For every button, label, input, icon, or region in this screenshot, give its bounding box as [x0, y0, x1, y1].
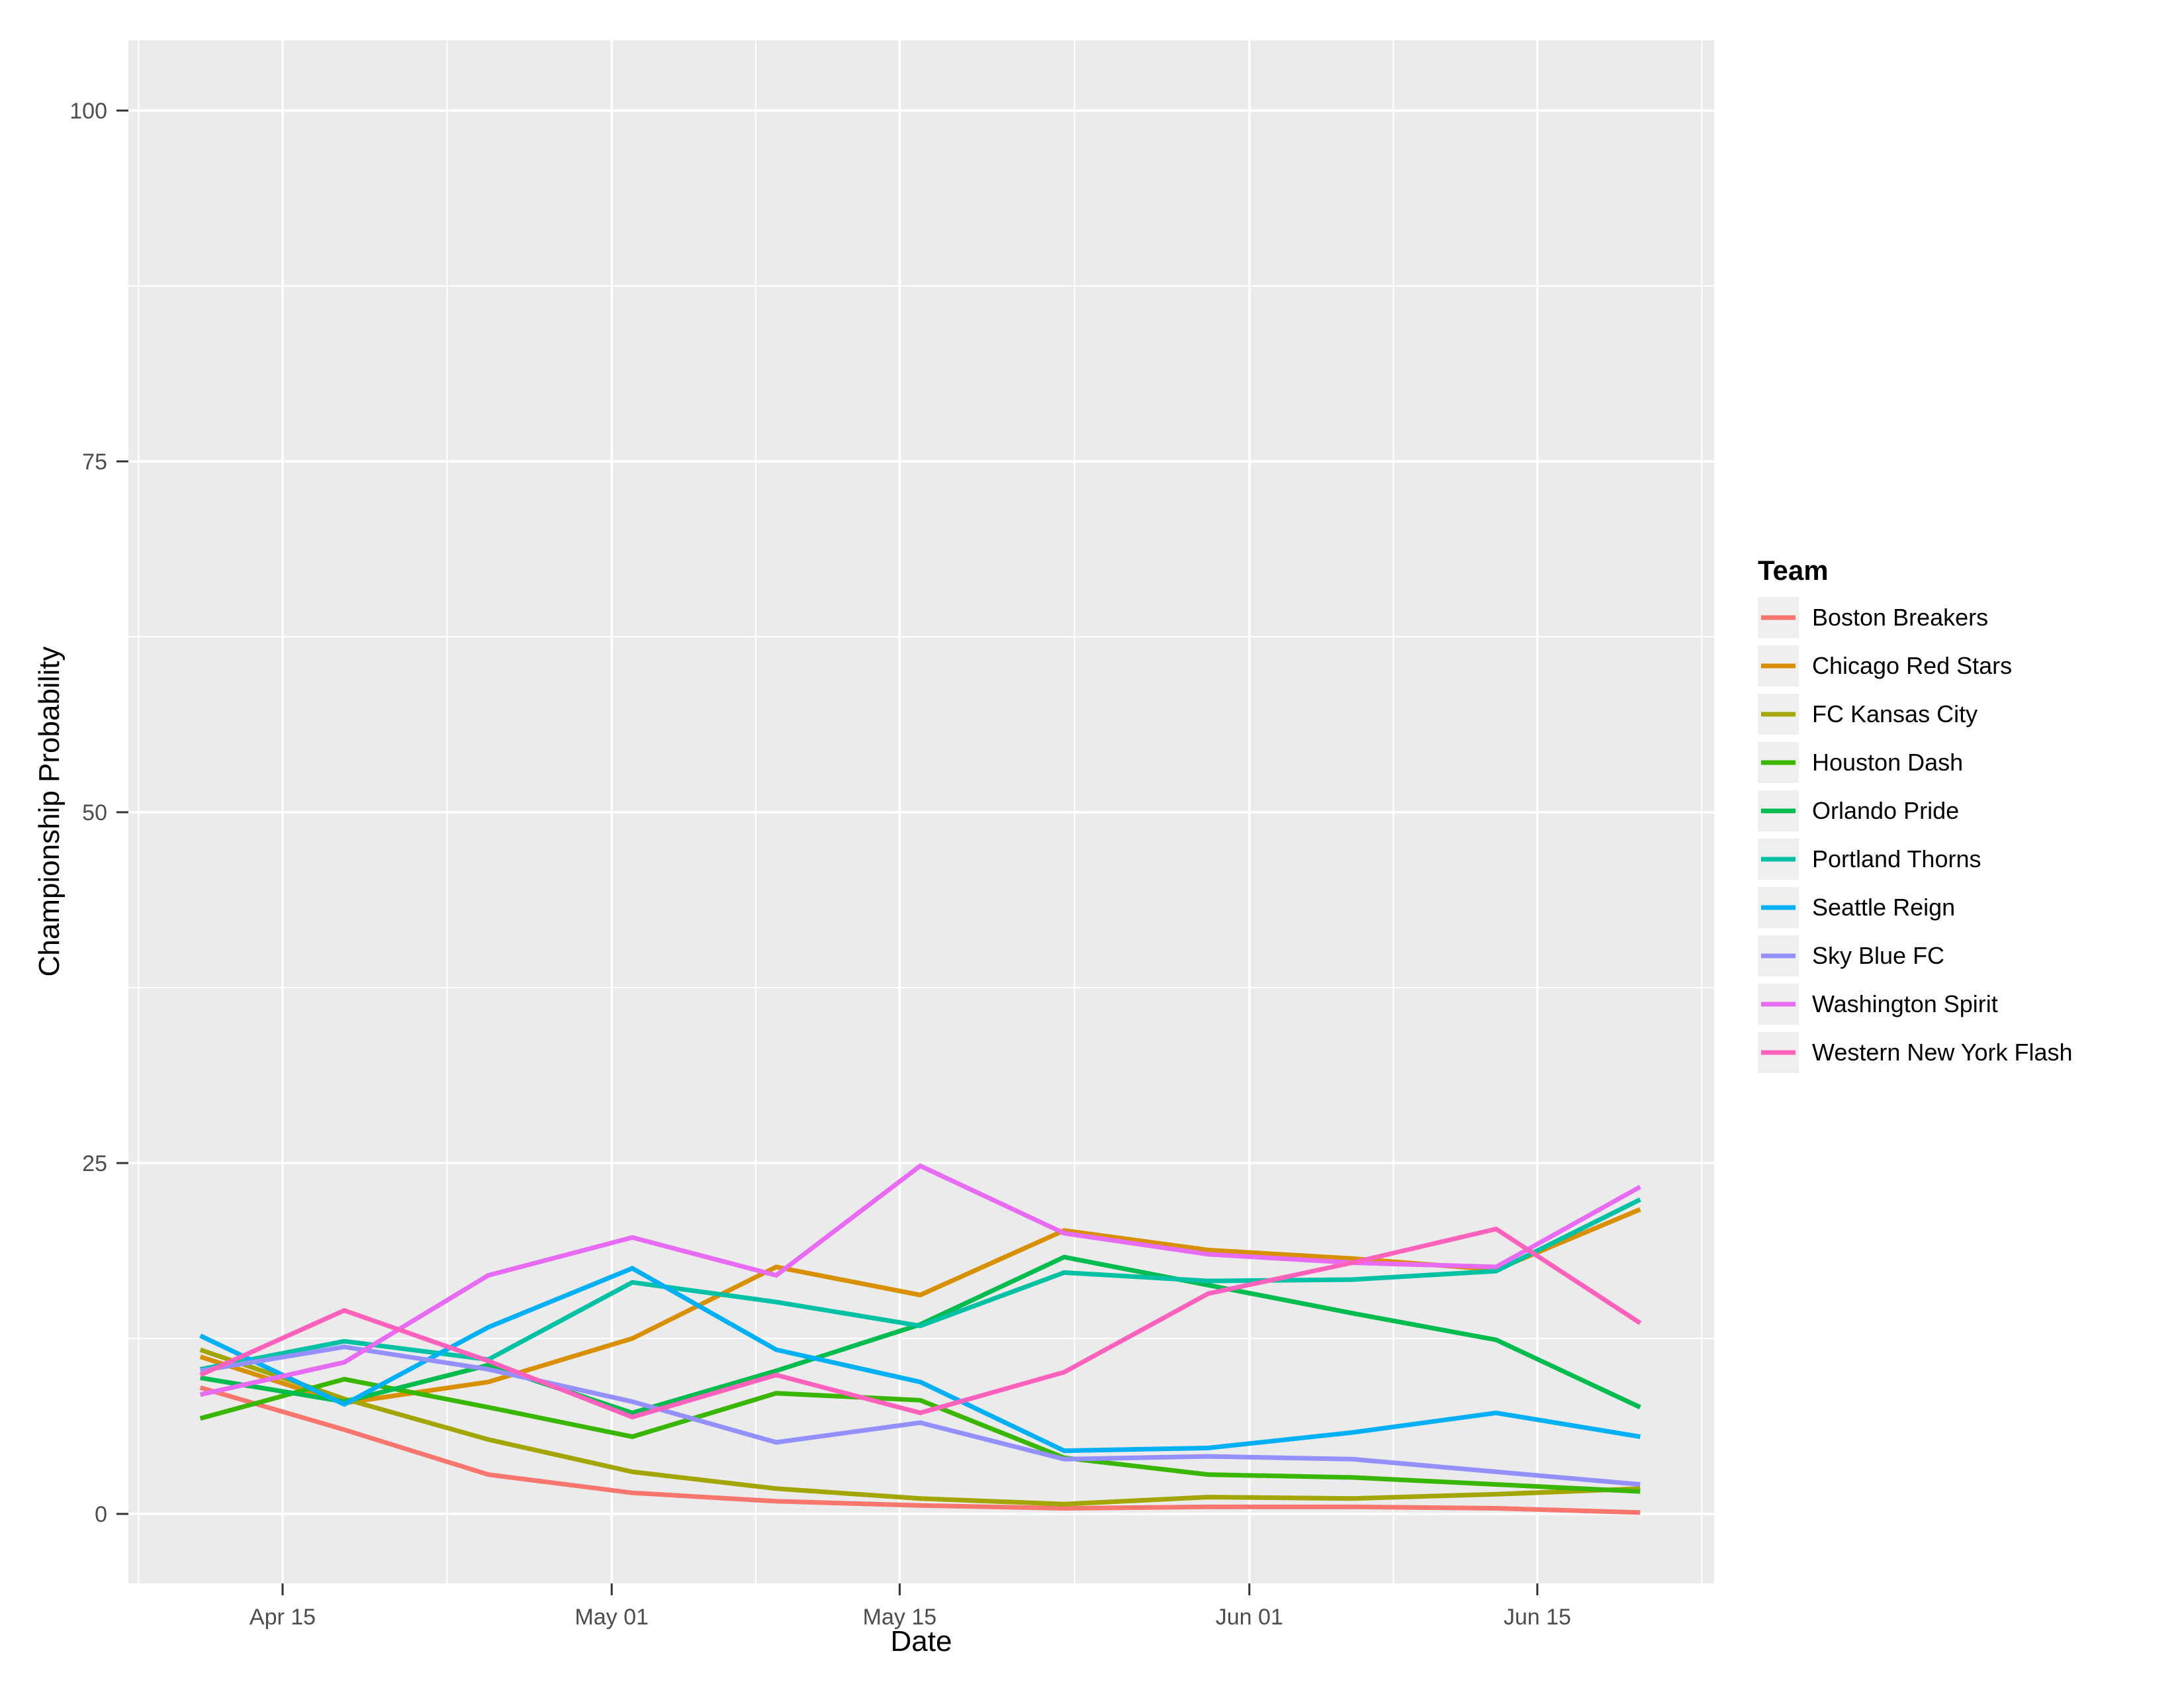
- legend-key-swatch: [1758, 1032, 1799, 1073]
- legend-item: Seattle Reign: [1758, 887, 2073, 928]
- legend-item: Sky Blue FC: [1758, 935, 2073, 976]
- legend-key-line: [1761, 1002, 1796, 1007]
- legend-label: Western New York Flash: [1812, 1039, 2073, 1066]
- x-tick-label: Apr 15: [250, 1605, 316, 1630]
- legend-key-swatch: [1758, 984, 1799, 1025]
- series-line-houston-dash: [199, 1376, 1641, 1494]
- legend-key-swatch: [1758, 645, 1799, 686]
- legend-items: Boston Breakers Chicago Red Stars FC Kansa…: [1758, 597, 2073, 1073]
- legend-label: Seattle Reign: [1812, 894, 1956, 921]
- legend-key-swatch: [1758, 790, 1799, 831]
- y-tick-label: 25: [82, 1151, 107, 1176]
- legend-item: Portland Thorns: [1758, 839, 2073, 880]
- y-tick-label: 50: [82, 800, 107, 825]
- legend-key-swatch: [1758, 839, 1799, 880]
- legend-key-swatch: [1758, 597, 1799, 638]
- legend-label: Chicago Red Stars: [1812, 652, 2013, 679]
- legend-item: Western New York Flash: [1758, 1032, 2073, 1073]
- series-line-fc-kansas-city: [199, 1347, 1641, 1507]
- legend-key-line: [1761, 808, 1796, 814]
- legend-label: Boston Breakers: [1812, 604, 1989, 631]
- legend-key-swatch: [1758, 887, 1799, 928]
- legend-key-swatch: [1758, 694, 1799, 735]
- x-tick-label: May 01: [575, 1605, 649, 1630]
- legend-item: Houston Dash: [1758, 742, 2073, 783]
- x-tick-label: May 15: [863, 1605, 937, 1630]
- y-tick-label: 75: [82, 449, 107, 475]
- legend-key-line: [1761, 953, 1796, 959]
- legend-item: Washington Spirit: [1758, 984, 2073, 1025]
- legend-key-line: [1761, 663, 1796, 669]
- legend-key-line: [1761, 712, 1796, 717]
- legend-key-swatch: [1758, 742, 1799, 783]
- legend-label: Washington Spirit: [1812, 990, 1998, 1017]
- legend: Team Boston Breakers Chicago Red Stars FC …: [1758, 555, 2073, 1080]
- series-line-sky-blue-fc: [200, 1344, 1641, 1487]
- series-line-seattle-reign: [199, 1266, 1641, 1454]
- series-line-washington-spirit: [199, 1163, 1641, 1397]
- legend-label: Portland Thorns: [1812, 845, 1981, 872]
- y-axis-title: Championship Probability: [33, 646, 66, 977]
- legend-item: Orlando Pride: [1758, 790, 2073, 831]
- legend-label: Houston Dash: [1812, 749, 1964, 776]
- legend-label: FC Kansas City: [1812, 700, 1978, 727]
- legend-title: Team: [1758, 555, 1829, 586]
- x-axis-title: Date: [890, 1625, 952, 1658]
- x-tick-label: Jun 01: [1216, 1605, 1283, 1630]
- y-tick-label: 100: [69, 99, 107, 124]
- legend-key-line: [1761, 905, 1796, 910]
- legend-key-swatch: [1758, 935, 1799, 976]
- y-tick-label: 0: [95, 1502, 107, 1527]
- legend-item: Boston Breakers: [1758, 597, 2073, 638]
- x-tick-label: Jun 15: [1504, 1605, 1571, 1630]
- legend-label: Orlando Pride: [1812, 797, 1960, 824]
- series-line-western-new-york-flash: [199, 1226, 1642, 1420]
- legend-item: FC Kansas City: [1758, 694, 2073, 735]
- legend-label: Sky Blue FC: [1812, 942, 1945, 969]
- legend-item: Chicago Red Stars: [1758, 645, 2073, 686]
- legend-key-line: [1761, 857, 1796, 862]
- legend-key-line: [1761, 760, 1796, 765]
- series-line-boston-breakers: [199, 1385, 1641, 1515]
- legend-key-line: [1761, 615, 1796, 620]
- legend-key-line: [1761, 1050, 1796, 1055]
